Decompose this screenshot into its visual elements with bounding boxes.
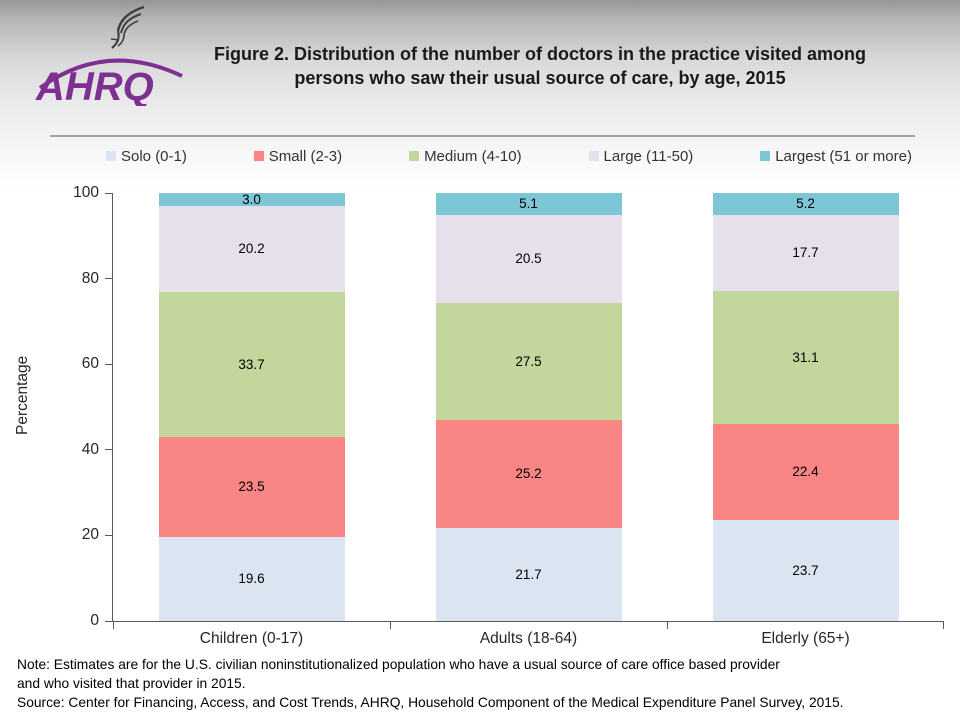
ahrq-logo-text: AHRQ [35,65,154,106]
bar-slot-0: 19.6 23.5 33.7 20.2 3.0 [113,193,390,621]
bar-segment-large-11-50-: 17.7 [712,215,899,291]
legend-swatch [253,151,264,161]
note-line1: Note: Estimates are for the U.S. civilia… [17,657,780,672]
bar-elderly-65-: 23.7 22.4 31.1 17.7 5.2 [712,192,899,621]
header-band [0,0,960,190]
segment-value-label: 19.6 [238,571,265,587]
y-tick-label: 80 [81,269,99,287]
y-tick [105,278,112,280]
legend-label: Solo (0-1) [121,147,187,165]
bar-segment-largest-51-or-more-: 3.0 [158,191,345,207]
bar-segment-medium-4-10-: 33.7 [158,292,345,437]
figure-title-line1: Figure 2. Distribution of the number of … [213,44,867,64]
x-category-label-1: Adults (18-64) [479,630,578,647]
segment-value-label: 20.5 [515,250,542,266]
y-tick-label: 20 [81,526,99,544]
legend-swatch [106,151,116,161]
y-tick-label: 100 [73,184,99,201]
bar-adults-18-64-: 21.7 25.2 27.5 20.5 5.1 [435,193,622,621]
legend-swatch [409,151,420,161]
y-tick-label: 60 [81,355,99,373]
bar-slot-2: 23.7 22.4 31.1 17.7 5.2 [667,192,944,621]
bar-children-0-17-: 19.6 23.5 33.7 20.2 3.0 [158,191,345,621]
bars-container: 19.6 23.5 33.7 20.2 3.0 21.7 25.2 27.5 20.5 5.1 23… [113,193,944,621]
segment-value-label: 31.1 [792,349,819,365]
x-tick [389,622,391,629]
figure-title-line2: persons who saw their usual source of ca… [294,68,786,88]
y-axis-label: Percentage [14,355,31,435]
footnotes: Note: Estimates are for the U.S. civilia… [17,655,947,712]
y-tick [105,620,112,622]
chart-legend: Solo (0-1) Small (2-3) Medium (4-10) Large … [106,146,912,166]
bar-segment-solo-0-1-: 21.7 [435,528,622,621]
segment-value-label: 27.5 [515,353,542,369]
bar-segment-medium-4-10-: 27.5 [435,302,622,421]
bar-segment-small-2-3-: 22.4 [712,423,899,520]
bar-slot-1: 21.7 25.2 27.5 20.5 5.1 [390,193,667,621]
legend-item-0: Solo (0-1) [106,148,187,165]
legend-label: Medium (4-10) [424,147,522,165]
segment-value-label: 23.5 [238,479,265,495]
segment-value-label: 5.2 [796,196,815,212]
legend-item-2: Medium (4-10) [409,148,522,165]
segment-value-label: 25.2 [515,466,542,482]
segment-value-label: 17.7 [792,245,819,261]
bar-segment-largest-51-or-more-: 5.2 [712,192,899,216]
x-tick [666,622,668,629]
x-category-label-0: Children (0-17) [199,630,304,647]
segment-value-label: 20.2 [238,241,265,257]
bar-segment-solo-0-1-: 23.7 [712,519,899,621]
legend-item-4: Largest (51 or more) [760,148,912,165]
note-line2: and who visited that provider in 2015. [17,676,246,691]
bar-segment-largest-51-or-more-: 5.1 [435,193,622,215]
segment-value-label: 33.7 [238,356,265,372]
legend-label: Largest (51 or more) [775,147,912,165]
x-category-label-2: Elderly (65+) [761,630,850,647]
legend-label: Small (2-3) [268,147,343,165]
y-tick-label: 40 [81,440,99,458]
x-category-labels: Children (0-17) Adults (18-64) Elderly (65… [113,630,944,648]
x-tick [943,622,944,629]
bar-segment-solo-0-1-: 19.6 [158,537,345,621]
y-tick [105,192,112,194]
segment-value-label: 3.0 [242,191,261,207]
y-tick [105,449,112,451]
legend-label: Large (11-50) [603,147,694,165]
bar-segment-large-11-50-: 20.5 [435,214,622,303]
legend-swatch [588,151,599,161]
y-tick [105,534,112,536]
ahrq-logo: AHRQ [34,44,194,109]
bar-segment-small-2-3-: 25.2 [435,420,622,529]
legend-item-3: Large (11-50) [588,147,694,165]
x-tick [113,622,114,629]
segment-value-label: 5.1 [519,196,538,212]
y-tick [105,363,112,365]
y-tick-label: 0 [90,612,99,629]
segment-value-label: 23.7 [792,562,819,578]
bar-segment-small-2-3-: 23.5 [158,436,345,538]
plot-area: 19.6 23.5 33.7 20.2 3.0 21.7 25.2 27.5 20.5 5.1 23… [73,184,944,647]
hhs-eagle-icon [98,4,154,52]
header-divider [50,135,915,137]
source-line: Source: Center for Financing, Access, an… [17,695,844,710]
segment-value-label: 21.7 [515,566,542,582]
bar-segment-large-11-50-: 20.2 [158,205,345,293]
legend-item-1: Small (2-3) [253,147,343,165]
segment-value-label: 22.4 [792,464,819,480]
figure-title: Figure 2. Distribution of the number of … [130,42,950,90]
bar-segment-medium-4-10-: 31.1 [712,290,899,424]
legend-swatch [760,151,771,161]
